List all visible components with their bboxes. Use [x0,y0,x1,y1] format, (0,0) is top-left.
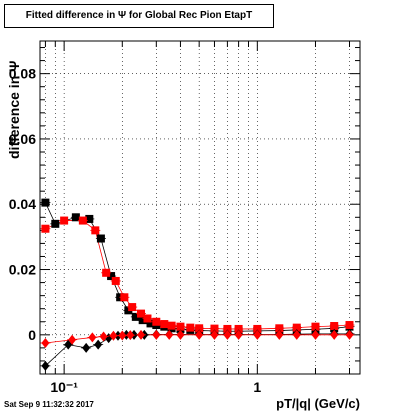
data-point-square [137,309,146,318]
data-point-diamond [345,329,354,340]
data-point-diamond [152,329,161,340]
data-point-diamond [68,334,77,345]
data-point-diamond [99,331,108,342]
data-point-square [223,324,232,333]
data-point-square [120,293,129,302]
data-point-diamond [292,329,301,340]
data-point-square [311,322,320,331]
data-point-diamond [88,332,97,343]
data-point-square [292,323,301,332]
data-point-square [85,214,94,223]
data-point-diamond [275,329,284,340]
data-point-diamond [223,329,232,340]
data-point-diamond [41,337,50,348]
x-tick-label: 10⁻¹ [50,379,78,395]
data-point-square [111,276,120,285]
data-point-diamond [94,339,103,350]
plot-frame [39,40,361,375]
x-axis-title: pT/|q| (GeV/c) [276,396,360,411]
data-point-square [146,319,155,328]
y-tick-label: 0.02 [9,262,36,278]
data-point-square [160,320,169,329]
y-tick-label: 0.08 [9,66,36,82]
data-point-square [253,324,262,333]
data-point-square [138,316,147,325]
data-point-diamond [210,329,219,340]
data-point-square [345,321,354,330]
data-point-square [176,322,185,331]
data-point-square [41,224,50,233]
data-point-square [195,324,204,333]
data-point-square [152,317,161,326]
tick-labels: 0 0.02 0.04 0.06 0.08 10⁻¹ 1 [9,66,262,395]
data-point-diamond [234,329,243,340]
data-point-square [91,226,100,235]
y-tick-label: 0.06 [9,131,36,147]
data-point-square [41,198,50,207]
data-point-diamond [41,360,50,371]
data-point-square [330,322,339,331]
data-point-square [107,272,116,281]
data-point-square [78,216,87,225]
data-point-square [131,312,140,321]
data-point-diamond [137,329,146,340]
data-point-diamond [165,329,174,340]
data-point-diamond [109,330,118,341]
series-lines [45,202,350,367]
data-point-square [275,324,284,333]
timestamp: Sat Sep 9 11:32:32 2017 [4,400,94,409]
data-point-square [96,234,105,243]
data-point-diamond [195,329,204,340]
data-point-diamond [118,330,127,341]
y-axis-title: difference in Ψ [6,60,22,159]
data-point-diamond [253,329,262,340]
data-markers [40,198,355,371]
data-point-square [210,324,219,333]
data-point-square [234,324,243,333]
series-line-1 [45,220,350,330]
chart-title-box: Fitted difference in Ψ for Global Rec Pi… [4,4,274,28]
data-point-square [71,213,80,222]
data-point-diamond [82,342,91,353]
x-tick-label: 1 [253,379,261,395]
data-point-square [51,219,60,228]
data-point-diamond [176,329,185,340]
data-point-square [186,323,195,332]
data-point-diamond [126,330,135,341]
data-point-square [60,216,69,225]
data-point-square [167,321,176,330]
data-point-square [102,268,111,277]
data-point-square [143,314,152,323]
chart-title: Fitted difference in Ψ for Global Rec Pi… [25,10,253,21]
data-point-diamond [330,329,339,340]
y-tick-label: 0 [28,327,36,343]
y-tick-label: 0.04 [9,196,36,212]
data-point-square [128,303,137,312]
data-point-diamond [311,329,320,340]
